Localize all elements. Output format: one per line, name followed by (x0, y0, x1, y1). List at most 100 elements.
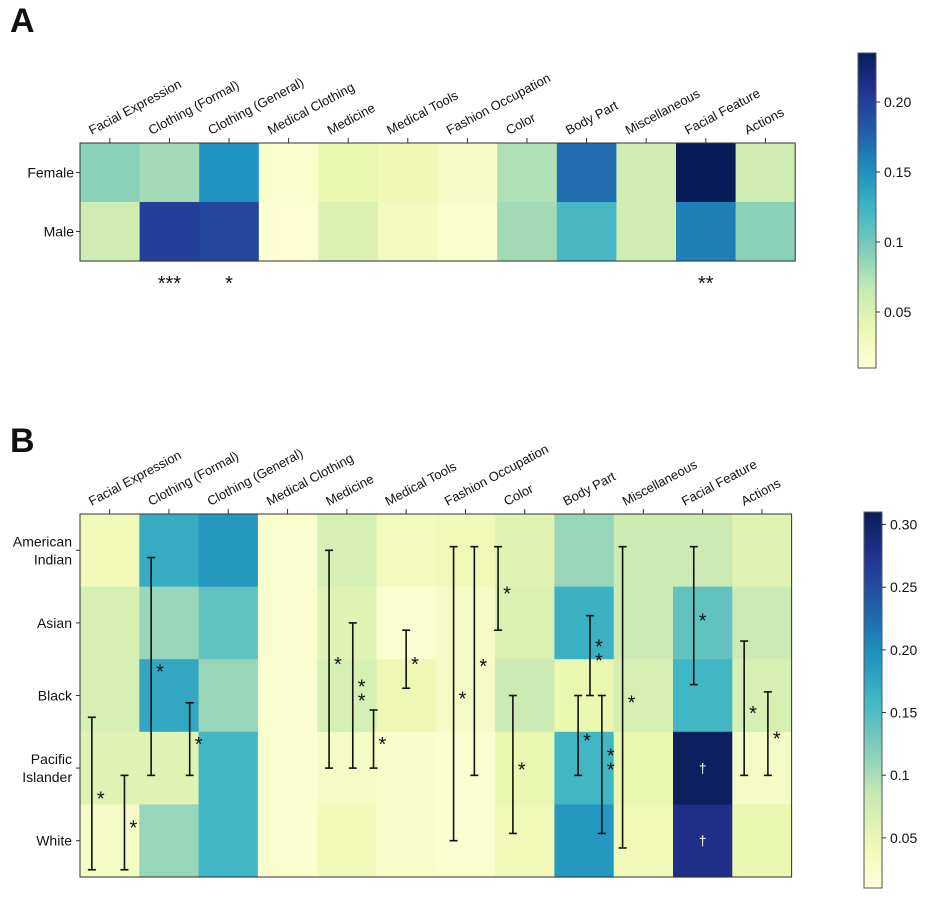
heatmap-cell (437, 202, 498, 262)
heatmap-cell (732, 586, 793, 660)
heatmap-cell (495, 659, 555, 733)
heatmap-cell (554, 514, 615, 588)
heatmap-cell (732, 804, 793, 878)
significance-bracket: * (369, 709, 387, 769)
heatmap-cell (554, 731, 615, 805)
heatmap-cell (435, 659, 496, 733)
heatmap-cell (317, 659, 378, 733)
heatmap-cell (554, 804, 615, 878)
heatmap-cell (80, 514, 140, 588)
bracket-label-part: * (595, 637, 603, 659)
row-label: Black (38, 688, 73, 704)
significance-bracket: * (147, 556, 164, 777)
heatmap-cell (673, 659, 733, 733)
bracket-label: * (479, 656, 487, 678)
heatmap-cell (497, 143, 558, 203)
bracket-label-part: * (595, 651, 603, 673)
heatmap-cell (257, 804, 318, 878)
column-label: Body Part (563, 97, 621, 137)
row-label: White (36, 833, 72, 849)
heatmap-cell (437, 143, 498, 203)
heatmap-cell (613, 514, 674, 588)
colorbar-tick-label: 0.20 (884, 94, 911, 110)
significance-label: * (225, 273, 233, 295)
colorbar-tick-label: 0.05 (884, 304, 911, 320)
heatmap-cell (80, 586, 140, 660)
heatmap-cell (732, 731, 793, 805)
bracket-label: * (379, 734, 387, 756)
bracket-label: * (699, 611, 707, 633)
heatmap-cell (616, 143, 677, 203)
heatmap-cell (139, 586, 200, 660)
column-label: Fashion Occupation (442, 441, 551, 509)
heatmap-cell (80, 659, 140, 733)
heatmap-cell (139, 804, 200, 878)
significance-bracket: * (120, 774, 137, 871)
heatmap-cell (80, 143, 141, 203)
significance-bracket: * (185, 701, 203, 777)
row-label-line: American (13, 533, 72, 549)
colorbar-tick-label: 0.15 (890, 705, 917, 721)
bracket-label: * (195, 734, 203, 756)
column-label: Color (503, 110, 538, 138)
heatmap-cell (435, 804, 496, 878)
heatmap-cell (198, 586, 259, 660)
cell-mark: † (699, 833, 707, 849)
heatmap-cell (80, 804, 140, 878)
row-label-line: Indian (34, 551, 72, 567)
heatmap-frame (79, 142, 796, 262)
bracket-label-part: * (607, 745, 615, 767)
column-label: Fashion Occupation (444, 70, 553, 138)
colorbar-b: 0.05 0.1 0.15 0.20 0.25 0.30 (863, 511, 917, 889)
heatmap-cell (613, 586, 674, 660)
heatmap-cell (616, 202, 677, 262)
significance-bracket: * * (585, 614, 603, 697)
heatmap-cell (257, 514, 318, 588)
bracket-label: * (129, 818, 137, 840)
colorbar-tick-label: 0.30 (890, 517, 917, 533)
bracket-label: * (156, 661, 164, 683)
heatmap-cell (556, 143, 617, 203)
bracket-label: * (503, 583, 511, 605)
heatmap-cell (497, 202, 558, 262)
cell-mark: † (699, 760, 707, 776)
heatmap-cell (732, 514, 793, 588)
heatmap-cell (318, 202, 379, 262)
colorbar-bar (863, 511, 883, 889)
heatmap-cell (554, 586, 615, 660)
colorbar-a: 0.05 0.1 0.15 0.20 (857, 52, 911, 369)
heatmap-cell (435, 586, 496, 660)
significance-bracket: * (449, 545, 467, 842)
heatmap-cell (80, 202, 141, 262)
significance-label: *** (158, 273, 182, 295)
heatmap-cell (673, 731, 733, 805)
significance-bracket: * (402, 629, 419, 690)
heatmap-cell (673, 586, 733, 660)
heatmap-cell (257, 659, 318, 733)
column-label: Medicine (325, 100, 378, 138)
heatmap-cell (139, 514, 200, 588)
significance-bracket: * (618, 545, 636, 849)
row-label-line: Islander (22, 769, 72, 785)
significance-bracket: * (87, 716, 105, 871)
heatmap-cell (139, 143, 200, 203)
heatmap-cell (676, 143, 737, 203)
colorbar-tick-label: 0.1 (890, 767, 910, 783)
heatmap-cell (199, 202, 260, 262)
colorbar-tick-label: 0.15 (884, 164, 911, 180)
heatmap-cell (198, 804, 259, 878)
heatmap-cell (199, 143, 260, 203)
heatmap-cell (613, 659, 674, 733)
bracket-label: * (628, 692, 636, 714)
colorbar-tick-label: 0.05 (890, 830, 917, 846)
row-label: Pacific Islander (22, 751, 72, 785)
significance-bracket: * (494, 545, 511, 631)
significance-bracket: * (763, 691, 781, 777)
heatmap-cell (732, 659, 793, 733)
row-label: American Indian (13, 533, 72, 567)
heatmap-cell (495, 804, 555, 878)
significance-bracket: * (508, 694, 526, 835)
heatmap-cell (495, 586, 555, 660)
bracket-label: * (583, 730, 591, 752)
